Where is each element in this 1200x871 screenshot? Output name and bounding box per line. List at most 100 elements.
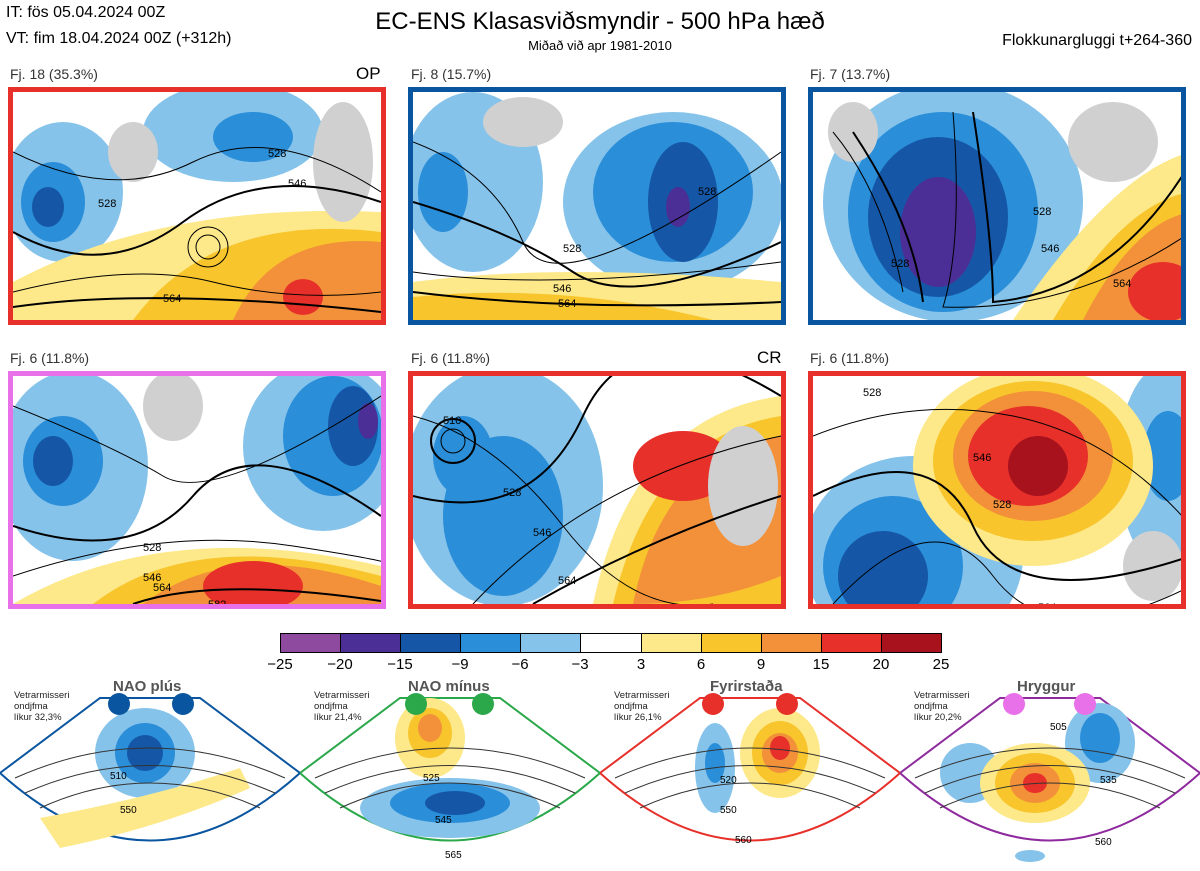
regime-2-contour-c: 565 bbox=[445, 850, 462, 861]
regime-4-season: Vetrarmisseri bbox=[914, 690, 970, 701]
cluster-map-3[interactable]: 528 546 564 528 bbox=[808, 87, 1186, 325]
colorbar-swatch bbox=[881, 634, 942, 652]
regime-ridge-map: 505 535 560 bbox=[900, 697, 1200, 862]
initial-time: IT: fös 05.04.2024 00Z bbox=[6, 4, 166, 21]
map-2-contour-d: 528 bbox=[698, 186, 716, 198]
regime-2-dot bbox=[405, 693, 427, 715]
anomaly-colorbar bbox=[280, 633, 942, 653]
regime-1-probability: líkur 32,3% bbox=[14, 712, 62, 723]
map-1-contour-a: 528 bbox=[98, 198, 116, 210]
regime-2-info: Vetrarmisseri ondjfma líkur 21,4% bbox=[314, 690, 369, 723]
map-1-contour-b: 546 bbox=[288, 178, 306, 190]
map-5-contour-a: 510 bbox=[443, 415, 461, 427]
colorbar-tick: 20 bbox=[872, 656, 890, 673]
regime-3-contour-c: 560 bbox=[735, 835, 752, 846]
map-5-contour-c: 546 bbox=[533, 527, 551, 539]
colorbar-swatch bbox=[341, 634, 402, 652]
regime-4-contour-b: 535 bbox=[1100, 775, 1117, 786]
cluster-map-1[interactable]: 528 546 564 528 bbox=[8, 87, 386, 325]
regime-3-dot bbox=[776, 693, 798, 715]
colorbar-swatch bbox=[401, 634, 462, 652]
map-6-contour-b: 546 bbox=[973, 452, 991, 464]
map-4-canvas: 528 546 564 582 bbox=[13, 376, 381, 604]
regime-1-contour-b: 550 bbox=[120, 805, 137, 816]
regime-2-months: ondjfma bbox=[314, 701, 348, 712]
colorbar-tick: −20 bbox=[327, 656, 353, 673]
regime-4-contour-a: 505 bbox=[1050, 722, 1067, 733]
regime-4-dot bbox=[1003, 693, 1025, 715]
map-6-contour-c: 564 bbox=[1038, 602, 1056, 604]
regime-4-months: ondjfma bbox=[914, 701, 948, 712]
regime-1-season: Vetrarmisseri bbox=[14, 690, 70, 701]
regime-4-contour-c: 560 bbox=[1095, 837, 1112, 848]
panel-1-label: Fj. 18 (35.3%) bbox=[10, 66, 98, 82]
colorbar-swatch bbox=[761, 634, 822, 652]
map-4-contour-c: 564 bbox=[153, 582, 171, 594]
map-6-canvas: 528 546 564 528 bbox=[813, 376, 1181, 604]
regime-1-name: NAO plús bbox=[113, 678, 182, 695]
valid-time: VT: fim 18.04.2024 00Z (+312h) bbox=[6, 30, 232, 47]
regime-2-name: NAO mínus bbox=[408, 678, 490, 695]
regime-2-contour-b: 545 bbox=[435, 815, 452, 826]
map-1-contour-d: 528 bbox=[268, 148, 286, 160]
map-6-contour-a: 528 bbox=[863, 387, 881, 399]
regime-nao-plus[interactable]: 510 550 Vetrarmisseri ondjfma líkur 32,3… bbox=[0, 678, 300, 871]
map-1-contour-c: 564 bbox=[163, 293, 181, 305]
colorbar-tick: −6 bbox=[511, 656, 529, 673]
regime-nao-plus-map: 510 550 bbox=[0, 697, 300, 848]
panel-2-label: Fj. 8 (15.7%) bbox=[411, 66, 492, 82]
regime-1-months: ondjfma bbox=[14, 701, 48, 712]
map-6-contour-d: 528 bbox=[993, 499, 1011, 511]
regime-4-dot bbox=[1074, 693, 1096, 715]
regime-3-season: Vetrarmisseri bbox=[614, 690, 670, 701]
regime-2-season: Vetrarmisseri bbox=[314, 690, 370, 701]
map-5-contour-d: 564 bbox=[558, 575, 576, 587]
map-2-contour-c: 564 bbox=[558, 298, 576, 310]
regime-nao-minus[interactable]: 525 545 565 Vetrarmisseri ondjfma líkur … bbox=[300, 678, 600, 871]
map-5-canvas: 510 528 546 564 bbox=[413, 376, 781, 604]
colorbar-tick: −3 bbox=[571, 656, 589, 673]
regime-ridge[interactable]: 505 535 560 Vetrarmisseri ondjfma líkur … bbox=[900, 678, 1200, 871]
panel-5-tag: CR bbox=[757, 348, 782, 367]
regime-blocking[interactable]: 520 550 560 Vetrarmisseri ondjfma líkur … bbox=[600, 678, 900, 871]
colorbar-swatch bbox=[581, 634, 642, 652]
classification-window: Flokkunargluggi t+264-360 bbox=[1002, 32, 1192, 49]
cluster-map-2[interactable]: 528 546 564 528 bbox=[408, 87, 786, 325]
page-subtitle: Miðað við apr 1981-2010 bbox=[528, 38, 672, 53]
regime-3-contour-b: 550 bbox=[720, 805, 737, 816]
map-2-contour-b: 546 bbox=[553, 283, 571, 295]
colorbar-tick: 9 bbox=[756, 656, 766, 673]
regime-4-name: Hryggur bbox=[1017, 678, 1076, 695]
regime-3-info: Vetrarmisseri ondjfma líkur 26,1% bbox=[614, 690, 669, 723]
regime-4-info: Vetrarmisseri ondjfma líkur 20,2% bbox=[914, 690, 969, 723]
colorbar-tick: 15 bbox=[812, 656, 830, 673]
map-3-contour-d: 528 bbox=[1033, 206, 1051, 218]
regime-2-contour-a: 525 bbox=[423, 773, 440, 784]
regime-3-months: ondjfma bbox=[614, 701, 648, 712]
page-title: EC-ENS Klasasviðsmyndir - 500 hPa hæð bbox=[375, 8, 825, 35]
regime-4-probability: líkur 20,2% bbox=[914, 712, 962, 723]
cluster-map-4[interactable]: 528 546 564 582 bbox=[8, 371, 386, 609]
map-4-contour-b: 546 bbox=[143, 572, 161, 584]
colorbar-swatch bbox=[641, 634, 702, 652]
panel-3-label: Fj. 7 (13.7%) bbox=[810, 66, 891, 82]
regime-3-name: Fyrirstaða bbox=[710, 678, 783, 695]
regime-nao-minus-map: 525 545 565 bbox=[300, 697, 600, 861]
map-3-contour-a: 528 bbox=[891, 258, 909, 270]
colorbar-swatch bbox=[281, 634, 342, 652]
map-4-contour-d: 582 bbox=[208, 599, 226, 604]
colorbar-tick: 25 bbox=[932, 656, 950, 673]
panel-4-label: Fj. 6 (11.8%) bbox=[10, 350, 90, 366]
map-1-canvas: 528 546 564 528 bbox=[13, 92, 381, 320]
colorbar-swatch bbox=[461, 634, 522, 652]
cluster-map-6[interactable]: 528 546 564 528 bbox=[808, 371, 1186, 609]
colorbar-tick: −15 bbox=[387, 656, 413, 673]
regime-2-dot bbox=[472, 693, 494, 715]
regime-1-dot bbox=[172, 693, 194, 715]
regime-3-probability: líkur 26,1% bbox=[614, 712, 662, 723]
colorbar-tick: −25 bbox=[267, 656, 293, 673]
colorbar-tick: 6 bbox=[696, 656, 706, 673]
panel-6-label: Fj. 6 (11.8%) bbox=[810, 350, 890, 366]
cluster-map-5[interactable]: 510 528 546 564 bbox=[408, 371, 786, 609]
map-2-contour-a: 528 bbox=[563, 243, 581, 255]
